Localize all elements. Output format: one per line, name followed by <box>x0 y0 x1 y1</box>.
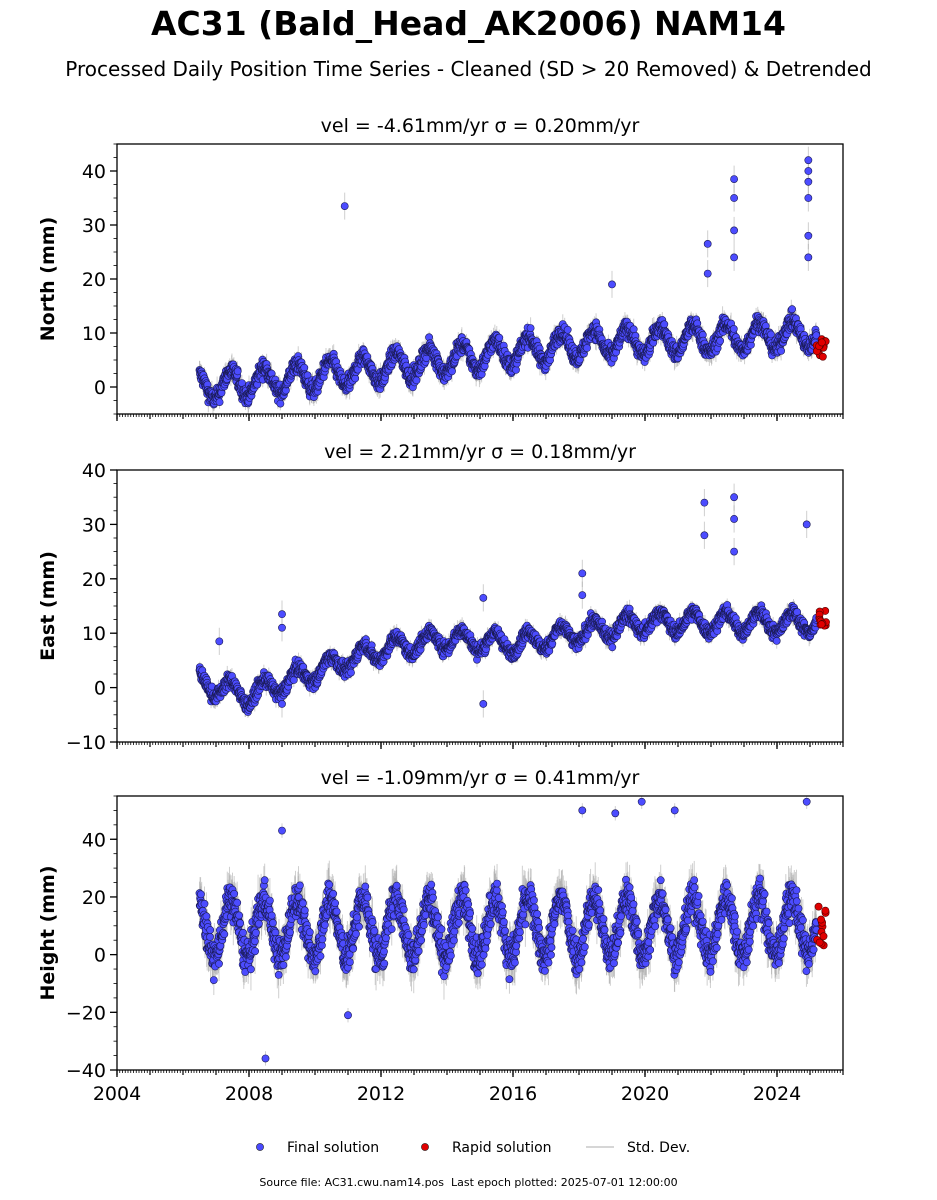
final-solution-point <box>730 226 738 235</box>
rapid-solution-points-north <box>812 335 830 361</box>
final-solution-point <box>448 367 456 376</box>
y-ticks-north <box>110 143 117 415</box>
y-tick-label: 0 <box>94 377 106 399</box>
final-solution-point <box>767 330 775 339</box>
page-subtitle: Processed Daily Position Time Series - C… <box>65 57 872 81</box>
final-solution-point <box>412 376 421 385</box>
final-solution-point <box>812 331 821 340</box>
final-solution-point <box>660 320 669 329</box>
final-solution-point <box>495 333 504 342</box>
final-solution-point <box>608 280 616 289</box>
final-solution-point <box>777 346 785 355</box>
panel-title-north: vel = -4.61mm/yr σ = 0.20mm/yr <box>321 115 640 137</box>
final-solution-point <box>804 253 813 262</box>
final-solution-point <box>526 324 535 332</box>
final-solution-point <box>804 177 813 186</box>
rapid-solution-point <box>817 338 826 347</box>
final-solution-point <box>583 344 591 352</box>
plot-area-east <box>195 483 830 718</box>
final-solution-point <box>233 367 242 376</box>
y-tick-label: 40 <box>82 161 106 183</box>
y-tick-label: 10 <box>82 323 106 345</box>
x-ticks-north <box>116 414 844 421</box>
final-solution-point <box>804 167 813 175</box>
final-solution-point <box>730 194 738 202</box>
y-tick-label: 20 <box>82 269 106 291</box>
final-solution-points-north <box>195 156 821 409</box>
final-solution-point <box>730 253 738 262</box>
final-solution-point <box>703 269 712 278</box>
final-solution-point <box>804 194 813 202</box>
final-solution-point <box>804 231 813 240</box>
final-solution-point <box>629 325 638 334</box>
final-solution-point <box>788 305 796 314</box>
final-solution-point <box>215 398 224 406</box>
final-solution-point <box>703 239 712 248</box>
final-solution-point <box>716 336 724 345</box>
final-solution-point <box>340 202 349 210</box>
final-solution-point <box>276 399 285 408</box>
y-axis-label-north: North (mm) <box>37 217 59 342</box>
final-solution-point <box>730 175 738 183</box>
page-title: AC31 (Bald_Head_AK2006) NAM14 <box>151 4 786 43</box>
rapid-solution-point <box>818 352 827 361</box>
final-solution-point <box>300 363 309 372</box>
y-tick-label: 30 <box>82 215 106 237</box>
final-solution-point <box>563 325 572 334</box>
panel-north: 0 10 20 30 40 vel = -4.61mm/yr σ = 0.20mm/yr N… <box>37 115 844 421</box>
final-solution-point <box>729 324 738 333</box>
plot-area-north <box>195 146 830 414</box>
final-solution-point <box>804 156 813 165</box>
final-solution-point <box>512 365 520 374</box>
